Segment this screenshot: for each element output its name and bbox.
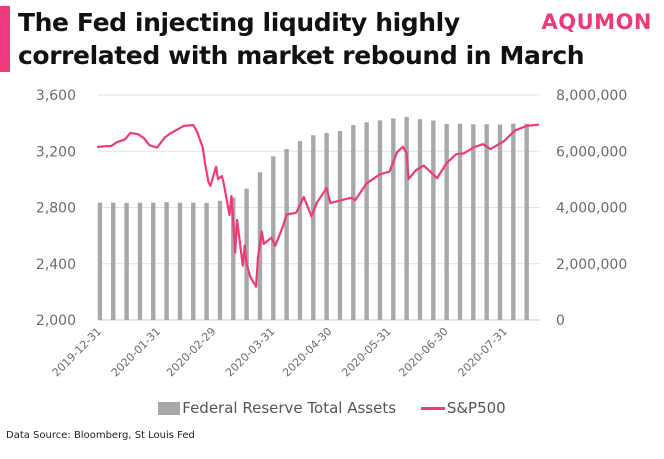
brand-logo: AQUMON bbox=[541, 10, 652, 34]
chart-title-line-2: correlated with market rebound in March bbox=[18, 41, 585, 70]
right-tick-label: 6,000,000 bbox=[556, 144, 627, 160]
fed-assets-bar bbox=[231, 197, 236, 320]
left-tick-label: 3,600 bbox=[36, 88, 76, 104]
fed-assets-bar bbox=[431, 120, 436, 320]
chart-title: The Fed injecting liqudity highly correl… bbox=[18, 6, 585, 72]
data-source-note: Data Source: Bloomberg, St Louis Fed bbox=[6, 430, 195, 441]
fed-assets-bar bbox=[364, 122, 369, 320]
right-tick-label: 0 bbox=[556, 313, 565, 329]
fed-assets-bar bbox=[284, 149, 289, 320]
fed-assets-bar bbox=[377, 120, 383, 320]
fed-assets-bar bbox=[391, 118, 396, 320]
left-tick-label: 3,200 bbox=[36, 144, 76, 160]
fed-assets-bar bbox=[137, 202, 143, 320]
left-axis-ticks: 2,000 2,400 2,800 3,200 3,600 bbox=[36, 88, 76, 329]
left-tick-label: 2,000 bbox=[36, 313, 76, 329]
sp500-line bbox=[96, 123, 540, 288]
legend-line-swatch bbox=[420, 406, 445, 410]
right-tick-label: 4,000,000 bbox=[556, 201, 627, 217]
x-tick-label: 2019-12-31 bbox=[50, 325, 104, 379]
fed-assets-bar bbox=[204, 203, 209, 320]
legend-label-fed-assets: Federal Reserve Total Assets bbox=[182, 398, 397, 417]
fed-assets-bar bbox=[444, 123, 449, 320]
x-tick-label: 2020-06-30 bbox=[396, 325, 450, 379]
x-tick-label: 2020-04-30 bbox=[280, 325, 334, 379]
right-tick-label: 8,000,000 bbox=[556, 88, 627, 104]
x-tick-label: 2020-01-31 bbox=[109, 325, 163, 379]
sp500-line-layer bbox=[96, 123, 540, 288]
fed-assets-bar bbox=[164, 202, 169, 320]
legend-item-sp500: S&P500 bbox=[420, 398, 506, 417]
right-tick-label: 2,000,000 bbox=[556, 257, 627, 273]
x-tick-label: 2020-03-31 bbox=[223, 325, 277, 379]
legend-bar-swatch bbox=[158, 401, 181, 415]
fed-assets-bar bbox=[471, 124, 476, 320]
left-tick-label: 2,800 bbox=[36, 201, 76, 217]
x-axis-ticks: 2019-12-31 2020-01-31 2020-02-29 2020-03-31… bbox=[50, 325, 510, 379]
x-tick-label: 2020-05-31 bbox=[339, 325, 393, 379]
fed-assets-bar bbox=[404, 116, 409, 320]
fed-assets-bar bbox=[124, 203, 129, 320]
legend-item-fed-assets: Federal Reserve Total Assets bbox=[158, 399, 396, 417]
fed-assets-bar bbox=[511, 123, 516, 320]
fed-assets-bar bbox=[484, 124, 489, 320]
chart-title-line-1: The Fed injecting liqudity highly bbox=[18, 8, 460, 37]
right-axis-ticks: 0 2,000,000 4,000,000 6,000,000 8,000,000 bbox=[556, 88, 627, 329]
fed-assets-bar bbox=[151, 202, 156, 320]
legend: Federal Reserve Total Assets S&P500 bbox=[0, 398, 664, 417]
fed-assets-bars bbox=[97, 116, 529, 320]
fed-assets-bar bbox=[97, 202, 103, 320]
fed-assets-bar bbox=[457, 123, 463, 320]
fed-assets-bar bbox=[324, 132, 329, 320]
fed-assets-bar bbox=[297, 141, 303, 320]
x-tick-label: 2020-07-31 bbox=[456, 325, 510, 379]
fed-assets-bar bbox=[111, 202, 116, 320]
title-accent-bar bbox=[0, 6, 10, 72]
legend-label-sp500: S&P500 bbox=[446, 398, 506, 417]
fed-assets-bar bbox=[524, 123, 529, 320]
fed-assets-bar bbox=[351, 125, 356, 320]
fed-assets-bar bbox=[311, 135, 316, 320]
left-tick-label: 2,400 bbox=[36, 257, 76, 273]
fed-assets-bar bbox=[271, 156, 276, 320]
fed-assets-bar bbox=[417, 119, 423, 320]
fed-assets-bar bbox=[497, 124, 503, 320]
fed-assets-bar bbox=[191, 202, 196, 320]
fed-assets-bar bbox=[177, 202, 183, 320]
x-tick-label: 2020-02-29 bbox=[164, 325, 218, 379]
fed-assets-bar bbox=[337, 131, 343, 320]
fed-assets-bar bbox=[217, 200, 223, 320]
